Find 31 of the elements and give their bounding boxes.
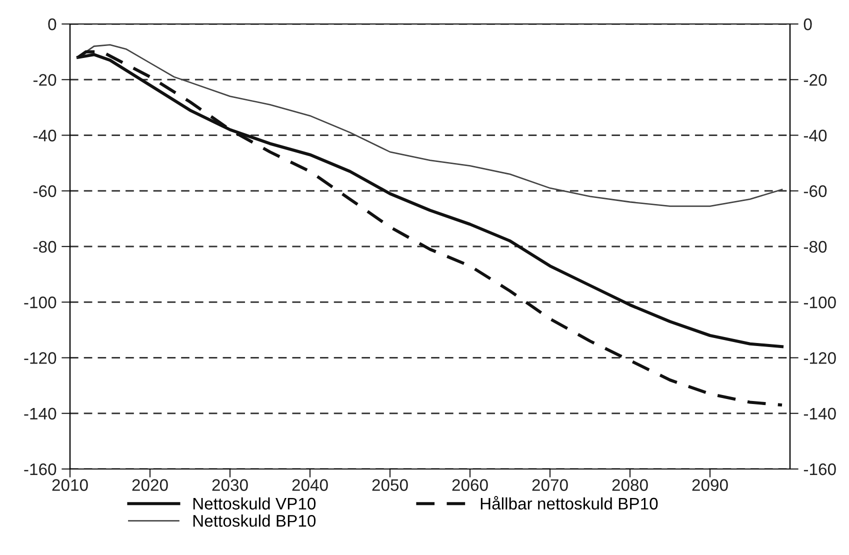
legend-label: Nettoskuld VP10: [193, 497, 316, 510]
x-tick-label: 2020: [132, 479, 168, 491]
y-tick-label: -80: [33, 240, 56, 253]
x-tick-label: 2040: [292, 479, 328, 491]
y2-tick-label: -20: [804, 74, 827, 86]
y-tick-label: -20: [33, 74, 56, 86]
y-tick-label: -40: [33, 130, 56, 142]
y2-tick-label: -160: [804, 463, 836, 476]
y-tick-label: -100: [24, 296, 56, 308]
y2-tick-label: -40: [804, 130, 827, 142]
x-tick-label: 2070: [532, 479, 568, 491]
y2-tick-label: -140: [804, 408, 836, 420]
y-tick-label: 0: [48, 18, 56, 30]
y-tick-label: -140: [24, 408, 56, 420]
legend-label: Hållbar nettoskuld BP10: [480, 496, 658, 510]
x-tick-label: 2050: [372, 479, 408, 491]
x-tick-label: 2010: [52, 479, 88, 491]
y2-tick-label: 0: [804, 18, 812, 30]
y-tick-label: -60: [33, 185, 56, 198]
x-tick-label: 2060: [452, 479, 488, 491]
x-tick-label: 2090: [692, 479, 728, 491]
x-tick-label: 2030: [212, 479, 248, 491]
y2-tick-label: -120: [804, 352, 836, 364]
legend-label: Nettoskuld BP10: [193, 514, 316, 527]
y2-tick-label: -80: [804, 240, 827, 253]
y2-tick-label: -60: [804, 185, 827, 198]
y2-tick-label: -100: [804, 296, 836, 308]
line-series: [77, 44, 783, 207]
x-tick-label: 2080: [612, 479, 648, 491]
y-tick-label: -120: [24, 352, 56, 364]
y-tick-label: -160: [24, 463, 56, 476]
